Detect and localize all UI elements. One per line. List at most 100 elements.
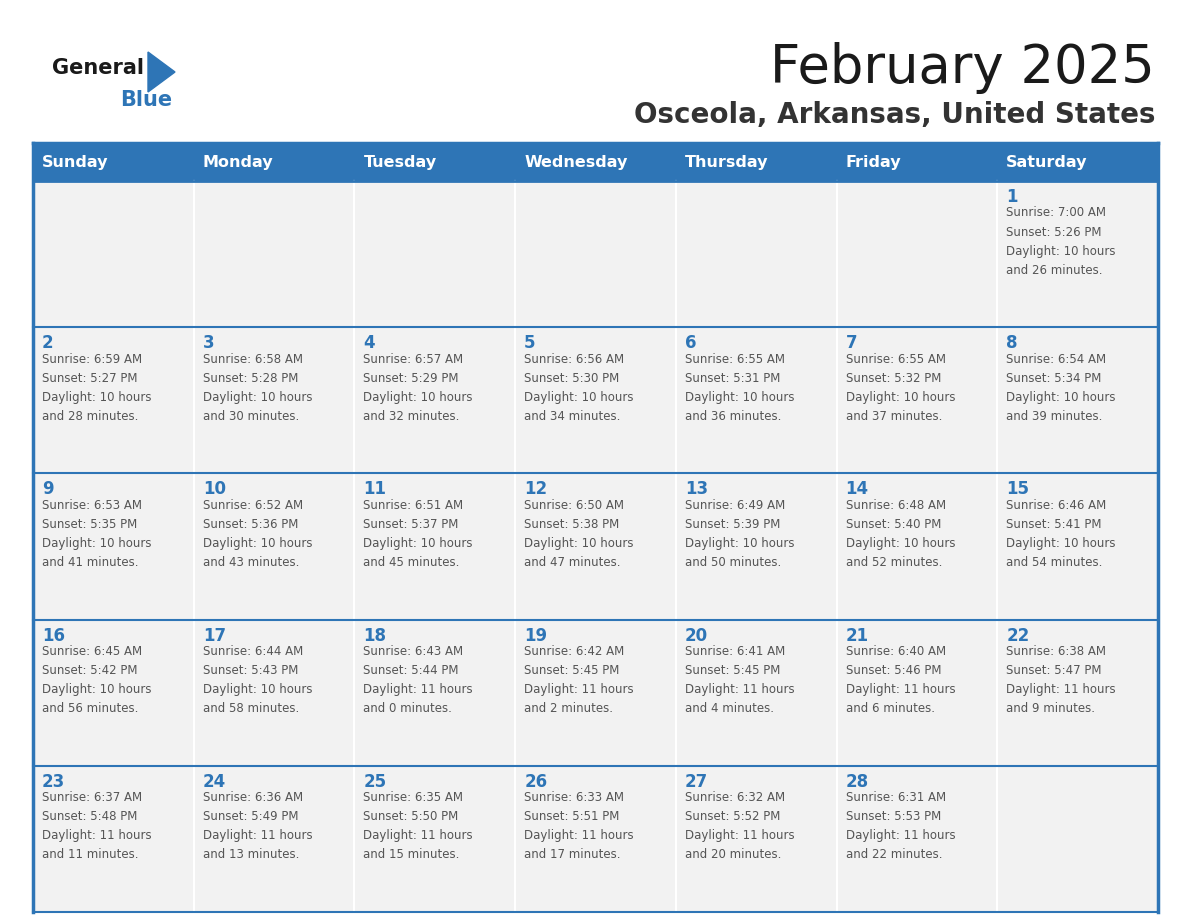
Text: 1: 1 xyxy=(1006,188,1018,206)
Text: Sunset: 5:52 PM: Sunset: 5:52 PM xyxy=(684,811,781,823)
Text: Sunrise: 6:40 AM: Sunrise: 6:40 AM xyxy=(846,645,946,658)
Text: 21: 21 xyxy=(846,627,868,644)
Text: Monday: Monday xyxy=(203,154,273,170)
Text: Daylight: 10 hours: Daylight: 10 hours xyxy=(1006,537,1116,550)
Polygon shape xyxy=(148,52,175,92)
Text: 26: 26 xyxy=(524,773,548,790)
Text: Sunrise: 6:46 AM: Sunrise: 6:46 AM xyxy=(1006,498,1106,512)
Text: Osceola, Arkansas, United States: Osceola, Arkansas, United States xyxy=(633,101,1155,129)
Text: Sunrise: 6:32 AM: Sunrise: 6:32 AM xyxy=(684,791,785,804)
Bar xyxy=(194,620,354,766)
Bar xyxy=(997,474,1158,620)
Text: Daylight: 10 hours: Daylight: 10 hours xyxy=(684,391,795,404)
Text: Sunset: 5:35 PM: Sunset: 5:35 PM xyxy=(42,518,138,531)
Text: 11: 11 xyxy=(364,480,386,498)
Text: Daylight: 10 hours: Daylight: 10 hours xyxy=(203,391,312,404)
Bar xyxy=(676,474,836,620)
Bar xyxy=(676,327,836,474)
Text: and 15 minutes.: and 15 minutes. xyxy=(364,848,460,861)
Text: 23: 23 xyxy=(42,773,65,790)
Text: 5: 5 xyxy=(524,334,536,353)
Bar xyxy=(33,620,194,766)
Text: Daylight: 11 hours: Daylight: 11 hours xyxy=(1006,683,1116,696)
Text: Sunset: 5:45 PM: Sunset: 5:45 PM xyxy=(684,664,781,677)
Text: Daylight: 11 hours: Daylight: 11 hours xyxy=(524,829,633,843)
Text: Saturday: Saturday xyxy=(1006,154,1088,170)
Text: and 17 minutes.: and 17 minutes. xyxy=(524,848,620,861)
Text: 3: 3 xyxy=(203,334,214,353)
Text: Sunset: 5:45 PM: Sunset: 5:45 PM xyxy=(524,664,619,677)
Text: Sunset: 5:27 PM: Sunset: 5:27 PM xyxy=(42,372,138,385)
Text: Daylight: 10 hours: Daylight: 10 hours xyxy=(364,537,473,550)
Text: Daylight: 10 hours: Daylight: 10 hours xyxy=(203,537,312,550)
Text: Sunrise: 6:31 AM: Sunrise: 6:31 AM xyxy=(846,791,946,804)
Text: Sunset: 5:32 PM: Sunset: 5:32 PM xyxy=(846,372,941,385)
Text: and 56 minutes.: and 56 minutes. xyxy=(42,702,138,715)
Text: and 45 minutes.: and 45 minutes. xyxy=(364,556,460,569)
Text: Sunset: 5:26 PM: Sunset: 5:26 PM xyxy=(1006,226,1101,239)
Bar xyxy=(676,181,836,327)
Text: Sunrise: 6:33 AM: Sunrise: 6:33 AM xyxy=(524,791,624,804)
Text: and 6 minutes.: and 6 minutes. xyxy=(846,702,935,715)
Text: and 50 minutes.: and 50 minutes. xyxy=(684,556,781,569)
Text: Daylight: 10 hours: Daylight: 10 hours xyxy=(846,391,955,404)
Text: and 4 minutes.: and 4 minutes. xyxy=(684,702,773,715)
Bar xyxy=(836,620,997,766)
Text: Daylight: 11 hours: Daylight: 11 hours xyxy=(524,683,633,696)
Bar xyxy=(33,766,194,912)
Text: 17: 17 xyxy=(203,627,226,644)
Text: Sunrise: 6:55 AM: Sunrise: 6:55 AM xyxy=(684,353,785,365)
Text: 18: 18 xyxy=(364,627,386,644)
Text: Sunrise: 6:55 AM: Sunrise: 6:55 AM xyxy=(846,353,946,365)
Text: Daylight: 10 hours: Daylight: 10 hours xyxy=(42,391,152,404)
Text: Thursday: Thursday xyxy=(684,154,769,170)
Text: Sunset: 5:43 PM: Sunset: 5:43 PM xyxy=(203,664,298,677)
Text: 10: 10 xyxy=(203,480,226,498)
Text: and 11 minutes.: and 11 minutes. xyxy=(42,848,139,861)
Text: Sunset: 5:36 PM: Sunset: 5:36 PM xyxy=(203,518,298,531)
Text: Sunrise: 6:41 AM: Sunrise: 6:41 AM xyxy=(684,645,785,658)
Text: and 47 minutes.: and 47 minutes. xyxy=(524,556,620,569)
Text: General: General xyxy=(52,58,144,78)
Text: Sunday: Sunday xyxy=(42,154,108,170)
Text: 24: 24 xyxy=(203,773,226,790)
Text: 6: 6 xyxy=(684,334,696,353)
Text: Sunset: 5:42 PM: Sunset: 5:42 PM xyxy=(42,664,138,677)
Text: 22: 22 xyxy=(1006,627,1030,644)
Bar xyxy=(33,474,194,620)
Text: Daylight: 11 hours: Daylight: 11 hours xyxy=(364,829,473,843)
Text: Daylight: 10 hours: Daylight: 10 hours xyxy=(42,537,152,550)
Text: 14: 14 xyxy=(846,480,868,498)
Bar xyxy=(354,766,516,912)
Text: Sunset: 5:47 PM: Sunset: 5:47 PM xyxy=(1006,664,1101,677)
Text: Sunrise: 6:44 AM: Sunrise: 6:44 AM xyxy=(203,645,303,658)
Text: and 36 minutes.: and 36 minutes. xyxy=(684,409,782,422)
Text: 2: 2 xyxy=(42,334,53,353)
Text: Sunrise: 6:43 AM: Sunrise: 6:43 AM xyxy=(364,645,463,658)
Text: Blue: Blue xyxy=(120,90,172,110)
Text: Daylight: 11 hours: Daylight: 11 hours xyxy=(684,683,795,696)
Text: and 52 minutes.: and 52 minutes. xyxy=(846,556,942,569)
Text: Sunrise: 6:38 AM: Sunrise: 6:38 AM xyxy=(1006,645,1106,658)
Bar xyxy=(836,766,997,912)
Bar xyxy=(33,181,194,327)
Text: 8: 8 xyxy=(1006,334,1018,353)
Text: 28: 28 xyxy=(846,773,868,790)
Text: 25: 25 xyxy=(364,773,386,790)
Text: Sunset: 5:39 PM: Sunset: 5:39 PM xyxy=(684,518,781,531)
Text: Sunset: 5:44 PM: Sunset: 5:44 PM xyxy=(364,664,459,677)
Text: Sunrise: 6:35 AM: Sunrise: 6:35 AM xyxy=(364,791,463,804)
Text: Friday: Friday xyxy=(846,154,902,170)
Text: Sunrise: 6:52 AM: Sunrise: 6:52 AM xyxy=(203,498,303,512)
Text: and 9 minutes.: and 9 minutes. xyxy=(1006,702,1095,715)
Text: and 2 minutes.: and 2 minutes. xyxy=(524,702,613,715)
Text: and 26 minutes.: and 26 minutes. xyxy=(1006,263,1102,276)
Text: and 20 minutes.: and 20 minutes. xyxy=(684,848,782,861)
Text: Daylight: 10 hours: Daylight: 10 hours xyxy=(846,537,955,550)
Text: Sunrise: 7:00 AM: Sunrise: 7:00 AM xyxy=(1006,207,1106,219)
Text: Sunrise: 6:36 AM: Sunrise: 6:36 AM xyxy=(203,791,303,804)
Text: Sunrise: 6:42 AM: Sunrise: 6:42 AM xyxy=(524,645,625,658)
Bar xyxy=(194,181,354,327)
Text: Sunset: 5:30 PM: Sunset: 5:30 PM xyxy=(524,372,619,385)
Text: 16: 16 xyxy=(42,627,65,644)
